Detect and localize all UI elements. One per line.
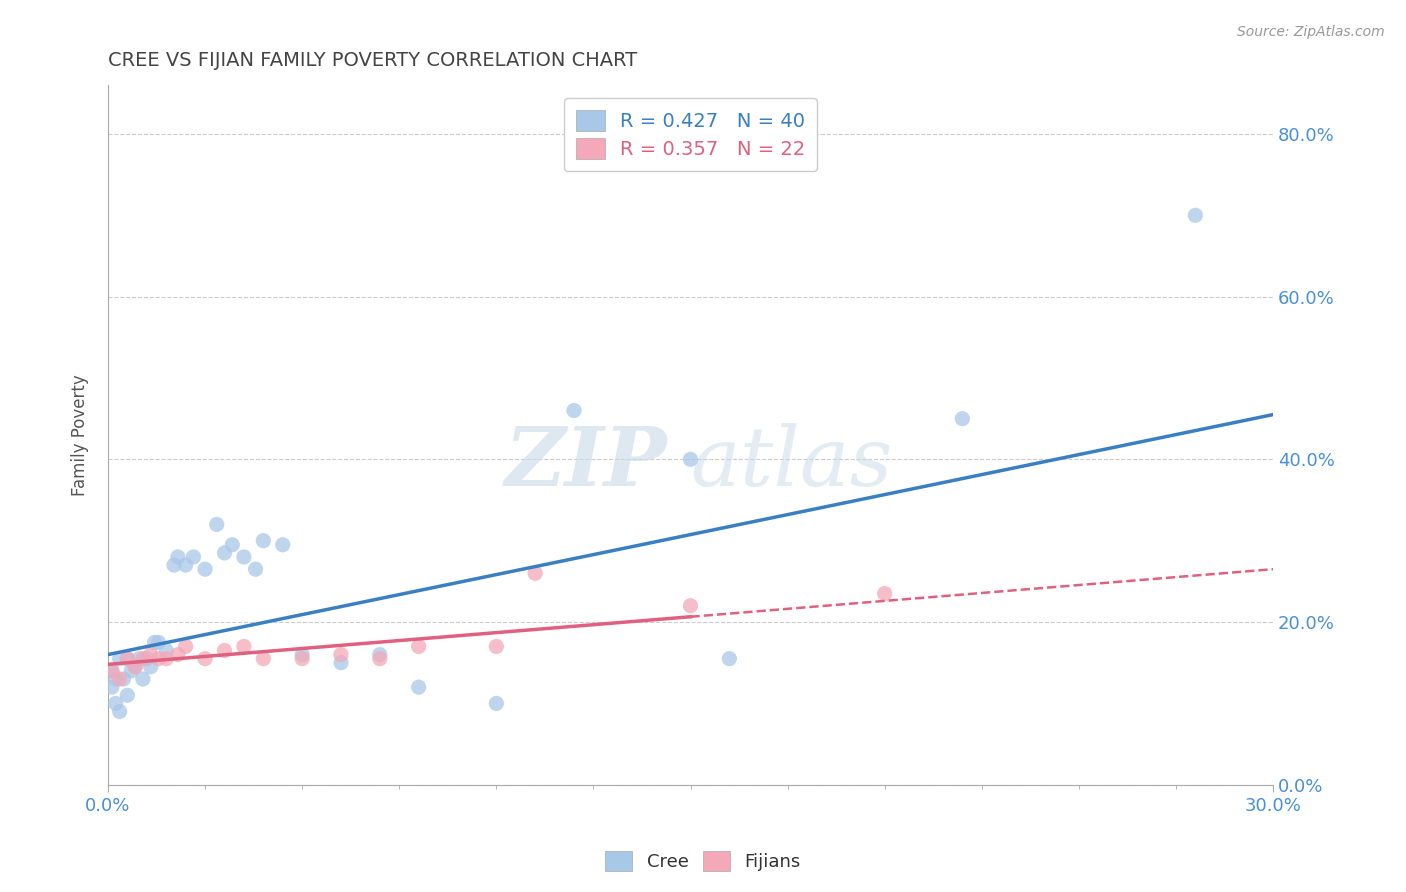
Point <box>101 664 124 678</box>
Point <box>101 664 124 678</box>
Point <box>330 656 353 670</box>
Point <box>148 635 170 649</box>
Point <box>524 566 547 581</box>
Point <box>117 688 139 702</box>
Legend: R = 0.427   N = 40, R = 0.357   N = 22: R = 0.427 N = 40, R = 0.357 N = 22 <box>564 98 817 171</box>
Point <box>174 640 197 654</box>
Point <box>194 562 217 576</box>
Point <box>408 680 430 694</box>
Point <box>291 651 314 665</box>
Point <box>120 664 142 678</box>
Point <box>271 538 294 552</box>
Point <box>124 660 146 674</box>
Point <box>132 672 155 686</box>
Point <box>139 648 162 662</box>
Point <box>205 517 228 532</box>
Point <box>132 651 155 665</box>
Point <box>679 599 702 613</box>
Point <box>245 562 267 576</box>
Point <box>368 648 391 662</box>
Point <box>214 643 236 657</box>
Point <box>163 558 186 573</box>
Point <box>183 549 205 564</box>
Point <box>232 640 254 654</box>
Point <box>330 648 353 662</box>
Point <box>135 651 157 665</box>
Point <box>950 411 973 425</box>
Point <box>117 651 139 665</box>
Point <box>485 697 508 711</box>
Point <box>139 660 162 674</box>
Point <box>128 651 150 665</box>
Point <box>368 651 391 665</box>
Point <box>148 651 170 665</box>
Point <box>167 549 190 564</box>
Point <box>155 651 177 665</box>
Point <box>108 705 131 719</box>
Point <box>485 640 508 654</box>
Point <box>718 651 741 665</box>
Point <box>194 651 217 665</box>
Point <box>174 558 197 573</box>
Point <box>104 672 127 686</box>
Y-axis label: Family Poverty: Family Poverty <box>72 374 89 496</box>
Point <box>167 648 190 662</box>
Point <box>112 672 135 686</box>
Point <box>117 651 139 665</box>
Point <box>252 533 274 548</box>
Point <box>873 586 896 600</box>
Point <box>124 660 146 674</box>
Point <box>108 651 131 665</box>
Point <box>108 672 131 686</box>
Point <box>101 680 124 694</box>
Point <box>221 538 243 552</box>
Text: Source: ZipAtlas.com: Source: ZipAtlas.com <box>1237 25 1385 39</box>
Point <box>408 640 430 654</box>
Legend: Cree, Fijians: Cree, Fijians <box>598 844 808 879</box>
Text: CREE VS FIJIAN FAMILY POVERTY CORRELATION CHART: CREE VS FIJIAN FAMILY POVERTY CORRELATIO… <box>108 51 637 70</box>
Point <box>679 452 702 467</box>
Point <box>252 651 274 665</box>
Point <box>291 648 314 662</box>
Text: atlas: atlas <box>690 423 893 503</box>
Text: ZIP: ZIP <box>505 423 668 503</box>
Point <box>1184 208 1206 222</box>
Point <box>214 546 236 560</box>
Point <box>232 549 254 564</box>
Point <box>143 635 166 649</box>
Point <box>155 643 177 657</box>
Point <box>562 403 585 417</box>
Point <box>104 697 127 711</box>
